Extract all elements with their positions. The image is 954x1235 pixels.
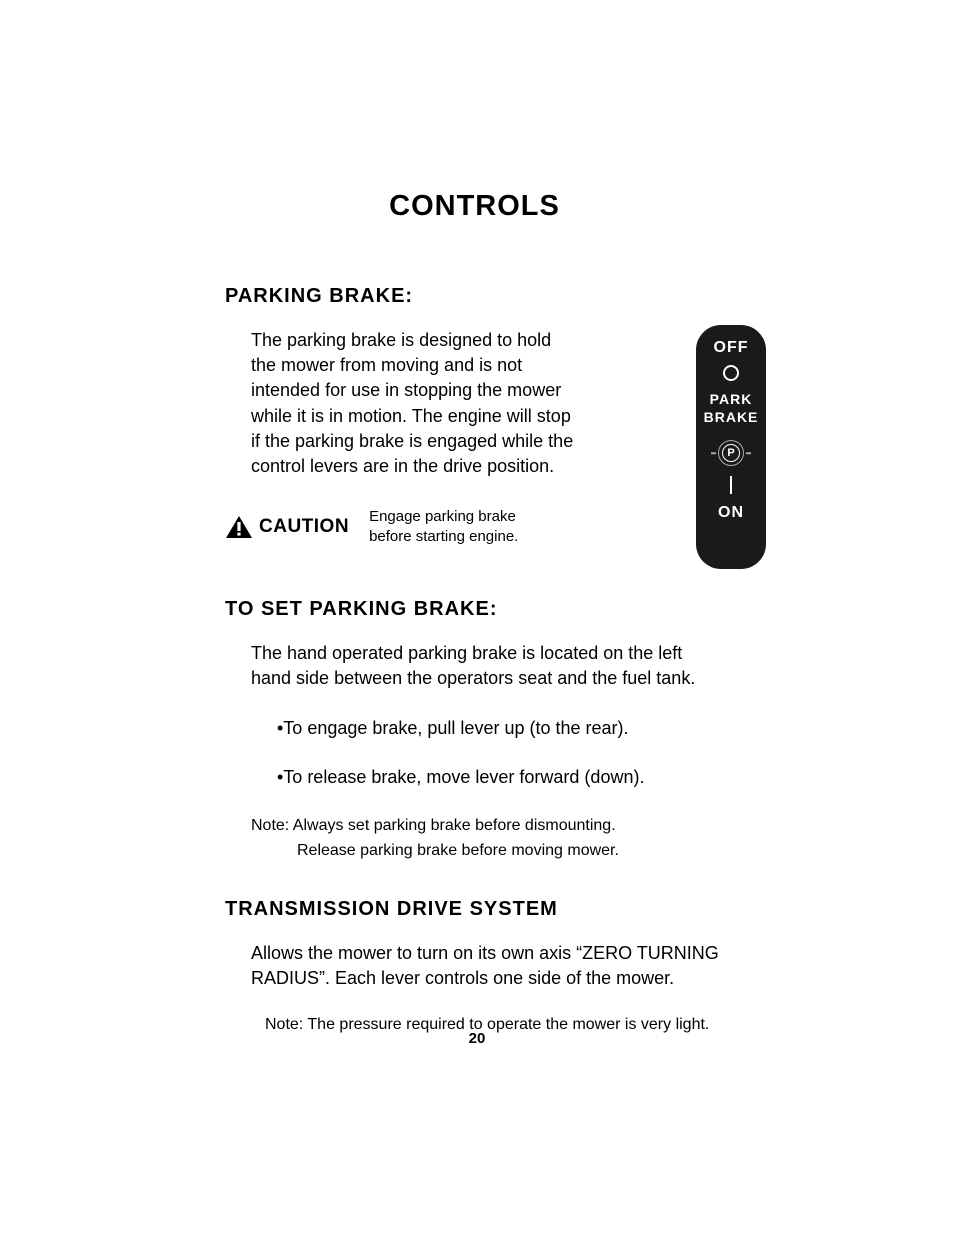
list-item: •To release brake, move lever forward (d… [277, 765, 724, 790]
decal-park-text: PARK [696, 391, 766, 409]
decal-brake-text: BRAKE [696, 409, 766, 427]
section-set-parking-brake: TO SET PARKING BRAKE: The hand operated … [225, 598, 724, 862]
page-number: 20 [0, 1030, 954, 1047]
caution-block: CAUTION Engage parking brake before star… [225, 507, 724, 546]
note-line-1: Note: Always set parking brake before di… [251, 814, 724, 837]
body-parking-brake: The parking brake is designed to hold th… [251, 328, 581, 479]
page-title: CONTROLS [225, 190, 724, 223]
list-item: •To engage brake, pull lever up (to the … [277, 716, 724, 741]
caution-label: CAUTION [259, 516, 349, 538]
bullet-list: •To engage brake, pull lever up (to the … [277, 716, 724, 790]
decal-line-icon [730, 476, 732, 494]
section-transmission: TRANSMISSION DRIVE SYSTEM Allows the mow… [225, 898, 724, 1033]
decal-on-text: ON [696, 504, 766, 522]
heading-transmission: TRANSMISSION DRIVE SYSTEM [225, 898, 724, 921]
heading-set-parking-brake: TO SET PARKING BRAKE: [225, 598, 724, 621]
decal-off-circle-icon [723, 365, 739, 381]
note-line-2: Release parking brake before moving mowe… [297, 839, 724, 862]
caution-text: Engage parking brake before starting eng… [369, 507, 549, 546]
decal-p-symbol: P [711, 438, 751, 468]
park-brake-decal: OFF PARK BRAKE P ON [696, 325, 766, 569]
body-set-parking-brake: The hand operated parking brake is locat… [251, 641, 724, 691]
decal-p-letter: P [722, 444, 740, 462]
body-transmission: Allows the mower to turn on its own axis… [251, 941, 721, 991]
heading-parking-brake: PARKING BRAKE: [225, 285, 724, 308]
decal-outer-circle-icon: P [718, 440, 744, 466]
decal-dash-icon [711, 452, 716, 454]
decal-dash-icon [746, 452, 751, 454]
page-content: CONTROLS PARKING BRAKE: The parking brak… [0, 0, 954, 1034]
section-parking-brake: PARKING BRAKE: The parking brake is desi… [225, 285, 724, 546]
decal-off-text: OFF [696, 339, 766, 357]
warning-triangle-icon [225, 515, 253, 539]
